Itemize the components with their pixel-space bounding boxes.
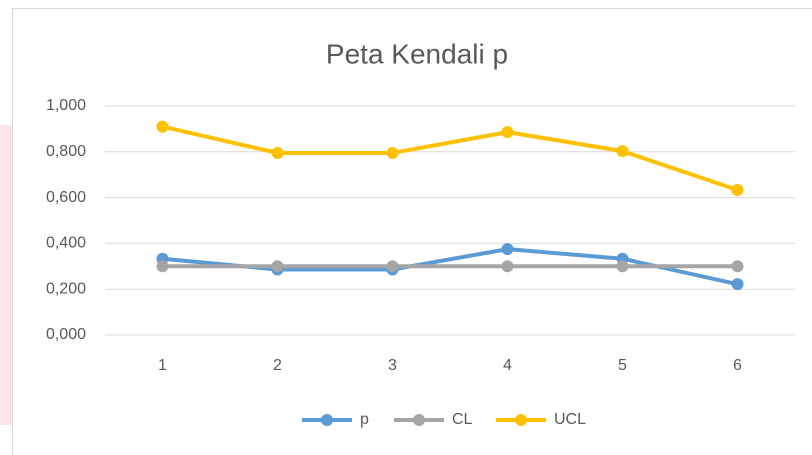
y-tick-label: 0,400 [46, 235, 86, 252]
point-marker [616, 260, 629, 273]
x-tick-label: 1 [158, 357, 167, 374]
x-tick-label: 6 [733, 357, 742, 374]
y-tick-label: 0,800 [46, 143, 86, 160]
series-line [162, 124, 739, 192]
legend-label: CL [452, 411, 473, 428]
point-marker [386, 146, 399, 159]
point-marker [156, 120, 169, 133]
legend-label: UCL [554, 411, 586, 428]
point-marker [271, 260, 284, 273]
point-marker [731, 260, 744, 273]
point-marker [731, 184, 744, 197]
point-marker [501, 243, 514, 256]
legend-marker [321, 414, 333, 426]
point-marker [386, 260, 399, 273]
y-tick-label: 0,200 [46, 280, 86, 297]
side-strip [0, 125, 12, 425]
legend-label: p [360, 411, 369, 428]
x-tick-label: 2 [273, 357, 282, 374]
legend-marker [515, 414, 527, 426]
point-marker [731, 278, 744, 291]
x-tick-label: 3 [388, 357, 397, 374]
y-tick-label: 0,600 [46, 189, 86, 206]
y-tick-label: 1,000 [46, 97, 86, 114]
x-tick-label: 5 [618, 357, 627, 374]
y-tick-label: 0,000 [46, 326, 86, 343]
point-marker [271, 146, 284, 159]
chart-area [12, 8, 812, 455]
point-marker [156, 260, 169, 273]
chart-title: Peta Kendali p [326, 38, 508, 69]
x-tick-label: 4 [503, 357, 512, 374]
point-marker [616, 145, 629, 158]
legend-marker [413, 414, 425, 426]
point-marker [501, 260, 514, 273]
point-marker [501, 126, 514, 139]
